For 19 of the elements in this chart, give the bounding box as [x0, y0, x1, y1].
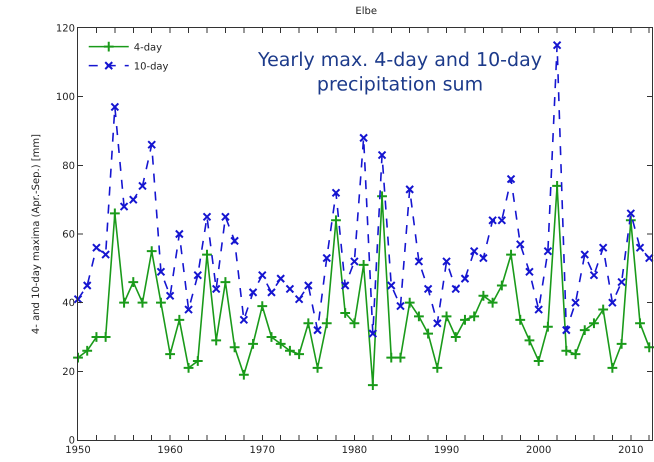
x-tick-label: 1970 — [250, 445, 275, 456]
y-tick-label: 100 — [56, 92, 75, 104]
y-tick-label: 0 — [68, 436, 75, 446]
y-tick-label: 40 — [62, 298, 75, 310]
x-tick-label: 1960 — [157, 445, 183, 456]
legend-label: 10-day — [134, 62, 169, 73]
x-tick-label: 1990 — [434, 445, 460, 456]
chart-title: Elbe — [355, 6, 378, 17]
y-tick-label: 120 — [56, 24, 75, 34]
x-tick-label: 1950 — [65, 445, 91, 456]
y-tick-label: 20 — [62, 366, 75, 378]
y-tick-label: 60 — [62, 230, 75, 240]
x-tick-label: 1980 — [342, 445, 368, 456]
x-tick-label: 2000 — [526, 445, 552, 456]
annotation: Yearly max. 4-day and 10-day precipitation sum — [257, 49, 542, 96]
x-tick-label: 2010 — [618, 445, 644, 456]
legend-label: 4-day — [134, 42, 162, 54]
y-axis-title: 4- and 10-day maxima (Apr.-Sep.) [mm] — [30, 134, 42, 334]
y-tick-label: 80 — [62, 160, 75, 172]
